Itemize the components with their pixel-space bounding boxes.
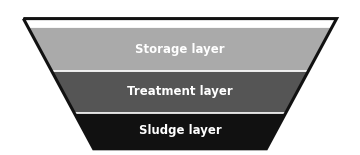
Text: Storage layer: Storage layer [135,43,225,56]
Polygon shape [52,71,308,113]
Polygon shape [28,28,332,71]
Polygon shape [74,113,286,149]
Text: Sludge layer: Sludge layer [139,124,221,137]
Text: Treatment layer: Treatment layer [127,85,233,98]
